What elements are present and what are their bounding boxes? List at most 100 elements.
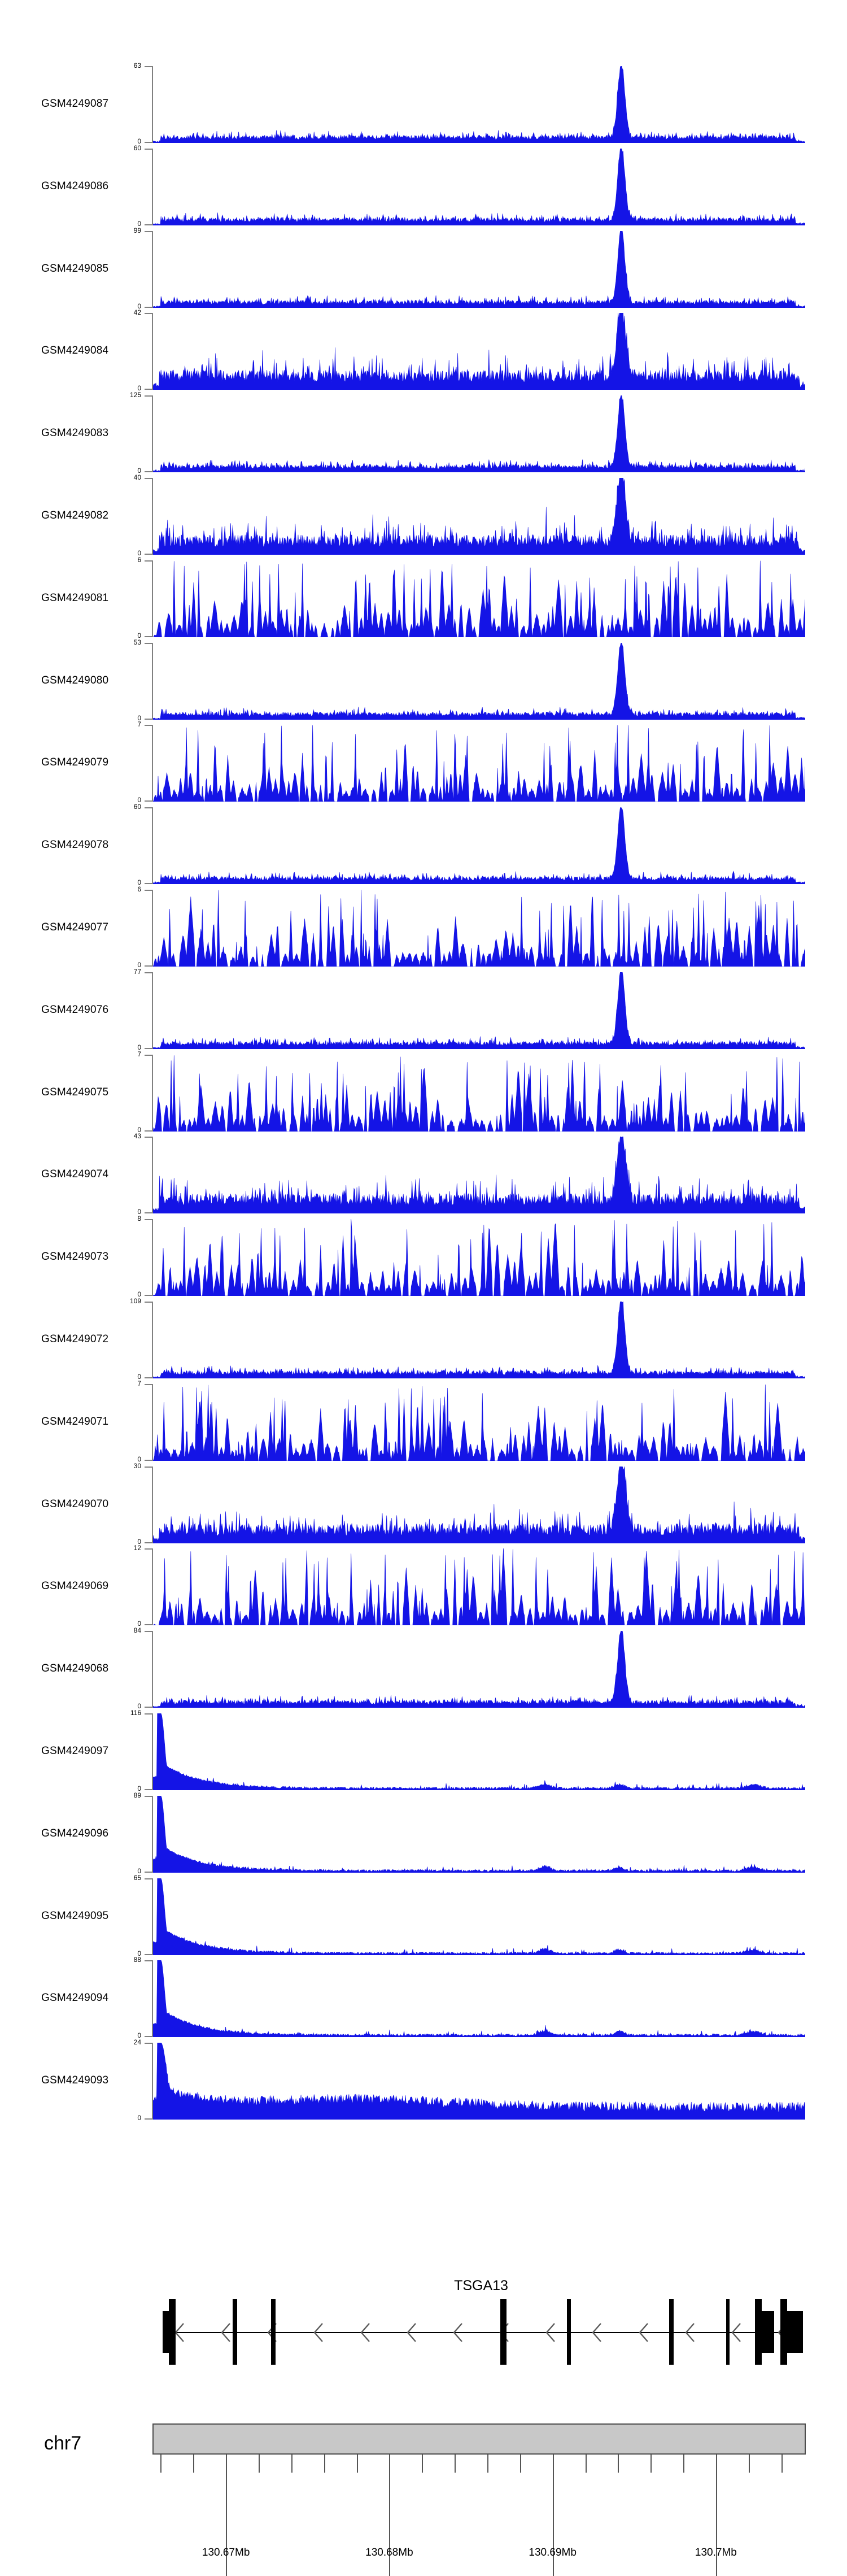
coverage-plot-area[interactable] xyxy=(153,478,805,555)
y-axis-tick-max xyxy=(145,1631,152,1633)
coverage-plot-area[interactable] xyxy=(153,642,805,720)
coverage-track[interactable]: GSM4249069 12 0 xyxy=(0,1515,847,1627)
coverage-track[interactable]: GSM4249080 53 0 xyxy=(0,609,847,721)
track-sample-label: GSM4249068 xyxy=(0,1663,113,1675)
coverage-track[interactable]: GSM4249074 43 0 xyxy=(0,1103,847,1215)
coverage-plot-area[interactable] xyxy=(153,890,805,967)
y-axis-max-value: 6 xyxy=(137,555,141,564)
y-axis-max-value: 42 xyxy=(133,308,141,317)
coverage-track[interactable]: GSM4249082 40 0 xyxy=(0,444,847,557)
coverage-track[interactable]: GSM4249075 7 0 xyxy=(0,1021,847,1133)
coverage-plot-area[interactable] xyxy=(153,1384,805,1461)
coverage-plot-area[interactable] xyxy=(153,1548,805,1626)
y-axis-zero-value: 0 xyxy=(137,1949,141,1957)
coverage-track[interactable]: GSM4249086 60 0 xyxy=(0,115,847,227)
coverage-track[interactable]: GSM4249077 6 0 xyxy=(0,856,847,968)
y-axis-line xyxy=(152,890,153,967)
coverage-track[interactable]: GSM4249084 42 0 xyxy=(0,279,847,393)
coverage-plot-area[interactable] xyxy=(153,313,805,390)
chromosome-bar[interactable] xyxy=(152,2423,806,2455)
y-axis-max-value: 63 xyxy=(133,62,141,69)
coverage-track[interactable]: GSM4249078 60 0 xyxy=(0,773,847,886)
y-axis-max-value: 99 xyxy=(133,226,141,234)
track-sample-label: GSM4249070 xyxy=(0,1498,113,1511)
coverage-plot-area[interactable] xyxy=(153,1137,805,1214)
y-axis-tick-max xyxy=(145,1713,152,1715)
axis-tick-minor xyxy=(519,2455,521,2473)
axis-tick-label: 130.67Mb xyxy=(202,2547,250,2558)
axis-tick-major xyxy=(552,2455,554,2576)
gene-model-track: TSGA13 xyxy=(0,2271,847,2367)
y-axis-tick-zero xyxy=(145,389,152,390)
coverage-track[interactable]: GSM4249081 6 0 xyxy=(0,526,847,639)
coverage-plot-area[interactable] xyxy=(153,230,805,308)
track-sample-label: GSM4249074 xyxy=(0,1168,113,1181)
coverage-plot-area[interactable] xyxy=(153,972,805,1049)
coverage-plot-area[interactable] xyxy=(153,2043,805,2120)
track-sample-id: GSM4249072 xyxy=(41,1333,109,1345)
coverage-track[interactable]: GSM4249071 7 0 xyxy=(0,1350,847,1463)
y-axis-tick-zero xyxy=(145,800,152,802)
y-axis-tick-max xyxy=(145,1302,152,1303)
coverage-track[interactable]: GSM4249070 30 0 xyxy=(0,1433,847,1545)
y-axis-tick-max xyxy=(145,807,152,809)
gene-name-label: TSGA13 xyxy=(454,2278,508,2294)
gene-exon xyxy=(169,2299,176,2365)
coverage-track[interactable]: GSM4249079 7 0 xyxy=(0,691,847,804)
track-sample-label: GSM4249095 xyxy=(0,1910,113,1922)
coverage-plot-area[interactable] xyxy=(153,807,805,885)
y-axis-zero-value: 0 xyxy=(137,384,141,393)
coverage-plot-area[interactable] xyxy=(153,1466,805,1543)
coverage-track[interactable]: GSM4249073 8 0 xyxy=(0,1185,847,1298)
coverage-track[interactable]: GSM4249095 65 0 xyxy=(0,1844,847,1957)
y-axis-max-value: 116 xyxy=(130,1709,141,1717)
coverage-plot-area[interactable] xyxy=(153,725,805,802)
coverage-track[interactable]: GSM4249096 89 0 xyxy=(0,1762,847,1874)
coverage-plot-area[interactable] xyxy=(153,66,805,143)
y-axis-zero-value: 0 xyxy=(137,137,141,145)
y-axis-line xyxy=(152,148,153,225)
coverage-track[interactable]: GSM4249072 109 0 xyxy=(0,1268,847,1381)
coverage-track[interactable]: GSM4249093 24 0 xyxy=(0,2009,847,2121)
y-axis-zero-value: 0 xyxy=(137,796,141,804)
y-axis-tick-max xyxy=(145,1878,152,1879)
y-axis-tick-zero xyxy=(145,1624,152,1626)
strand-arrow-left-icon xyxy=(220,2322,232,2343)
strand-arrow-left-icon xyxy=(730,2322,743,2343)
coverage-plot-area[interactable] xyxy=(153,560,805,637)
y-axis-max-value: 30 xyxy=(133,1461,141,1470)
y-axis-zero-value: 0 xyxy=(137,549,141,557)
axis-tick-minor xyxy=(356,2455,358,2473)
coverage-plot-area[interactable] xyxy=(153,1878,805,1955)
axis-tick-minor xyxy=(650,2455,652,2473)
coverage-plot-area[interactable] xyxy=(153,1302,805,1378)
coverage-track[interactable]: GSM4249087 63 0 xyxy=(0,32,847,145)
y-axis-tick-max xyxy=(145,395,152,397)
coverage-track[interactable]: GSM4249097 116 0 xyxy=(0,1679,847,1792)
coverage-track[interactable]: GSM4249085 99 0 xyxy=(0,197,847,310)
coverage-track[interactable]: GSM4249083 125 0 xyxy=(0,362,847,474)
y-axis-tick-max xyxy=(145,890,152,891)
coverage-plot-area[interactable] xyxy=(153,1631,805,1708)
track-sample-id: GSM4249081 xyxy=(41,591,109,604)
track-sample-label: GSM4249081 xyxy=(0,592,113,604)
y-axis-zero-value: 0 xyxy=(137,1043,141,1051)
track-sample-id: GSM4249085 xyxy=(41,262,109,275)
y-axis-tick-zero xyxy=(145,1377,152,1378)
coverage-plot-area[interactable] xyxy=(153,395,805,473)
y-axis-zero-value: 0 xyxy=(137,1373,141,1381)
track-sample-label: GSM4249093 xyxy=(0,2074,113,2087)
coverage-plot-area[interactable] xyxy=(153,1055,805,1132)
coverage-plot-area[interactable] xyxy=(153,1219,805,1296)
y-axis-tick-max xyxy=(145,972,152,973)
coverage-plot-area[interactable] xyxy=(153,1795,805,1873)
coverage-track[interactable]: GSM4249094 88 0 xyxy=(0,1926,847,2039)
coverage-track[interactable]: GSM4249068 84 0 xyxy=(0,1597,847,1709)
coverage-plot-area[interactable] xyxy=(153,148,805,225)
track-sample-label: GSM4249094 xyxy=(0,1992,113,2004)
coverage-track[interactable]: GSM4249076 77 0 xyxy=(0,938,847,1051)
coverage-plot-area[interactable] xyxy=(153,1960,805,2038)
coverage-plot-area[interactable] xyxy=(153,1713,805,1790)
y-axis-max-value: 6 xyxy=(137,885,141,893)
axis-tick-minor xyxy=(291,2455,292,2473)
